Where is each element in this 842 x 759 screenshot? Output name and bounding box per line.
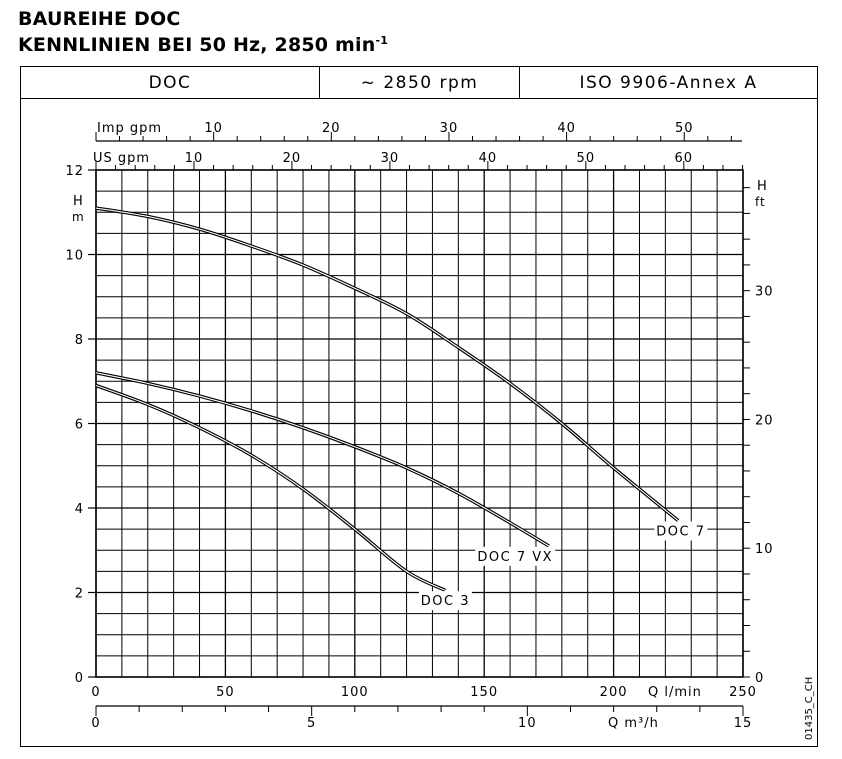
spec-cell-standard: ISO 9906-Annex A [579,72,758,93]
m3h-tick-label: 15 [734,716,753,731]
y-tick-label: 2 [75,587,84,602]
spec-cell-speed: ~ 2850 rpm [320,67,520,98]
us-gpm-tick-label: 60 [675,151,694,166]
chart-title-exponent: -1 [375,34,389,47]
curve-label-doc-7-vx: DOC 7 VX [477,550,553,565]
m3h-tick-label: 10 [518,716,537,731]
curve-doc-7-vx-inner [95,372,550,547]
us-gpm-tick-label: 50 [577,151,596,166]
x-axis-label-m3h: Q m³/h [608,716,659,731]
chart-title-series: BAUREIHE DOC [18,8,181,30]
right-axis-label-unit: ft [755,195,766,209]
chart-title-text: KENNLINIEN BEI 50 Hz, 2850 min [18,34,376,56]
imp-gpm-tick-label: 30 [440,121,459,136]
us-gpm-tick-label: 20 [283,151,302,166]
us-gpm-tick-label: 30 [381,151,400,166]
m3h-tick-label: 0 [91,716,100,731]
x-axis-label-lmin: Q l/min [648,685,702,700]
y-tick-label: 4 [75,502,84,517]
y-tick-label: 12 [65,164,84,179]
chart-frame: DOC ~ 2850 rpm ISO 9906-Annex A [20,66,818,747]
us-gpm-tick-label: 10 [185,151,204,166]
chart-title-curves: KENNLINIEN BEI 50 Hz, 2850 min-1 [18,34,388,56]
us-gpm-axis-label: US gpm [93,151,150,166]
m3h-tick-label: 5 [307,716,316,731]
curve-label-background [418,591,472,611]
right-axis-label-h: H [757,179,768,194]
drawing-code: 01435_C_CH [804,677,815,740]
y-axis-label-h: H [73,194,84,209]
ft-tick-label: 30 [755,285,774,300]
y-tick-label: 6 [75,418,84,433]
x-tick-label: 200 [600,685,628,700]
ft-tick-label: 0 [755,671,764,686]
curve-label-background [475,546,556,566]
imp-gpm-axis-label: Imp gpm [97,121,162,136]
curve-label-doc-7: DOC 7 [656,524,705,539]
imp-gpm-tick-label: 10 [204,121,223,136]
x-tick-label: 100 [341,685,369,700]
ft-tick-label: 10 [755,542,774,557]
spec-table: DOC ~ 2850 rpm ISO 9906-Annex A [21,67,817,99]
x-tick-label: 250 [729,685,757,700]
x-tick-label: 0 [91,685,100,700]
y-axis-label-unit: m [72,210,85,224]
spec-cell-series: DOC [21,67,320,98]
y-tick-label: 0 [75,671,84,686]
curve-label-doc-3: DOC 3 [421,594,470,609]
y-tick-label: 8 [75,333,84,348]
x-tick-label: 50 [216,685,235,700]
curve-label-background [654,521,708,541]
plot-axes [88,132,750,716]
curve-doc-7-vx-outline [95,371,550,548]
imp-gpm-tick-label: 40 [557,121,576,136]
y-tick-label: 10 [65,249,84,264]
curve-doc-7-inner [95,207,679,522]
us-gpm-tick-label: 40 [479,151,498,166]
pump-curves [95,206,680,592]
x-tick-label: 150 [470,685,498,700]
imp-gpm-tick-label: 20 [322,121,341,136]
ft-tick-label: 20 [755,413,774,428]
imp-gpm-tick-label: 50 [675,121,694,136]
curve-doc-3-inner [95,384,446,591]
